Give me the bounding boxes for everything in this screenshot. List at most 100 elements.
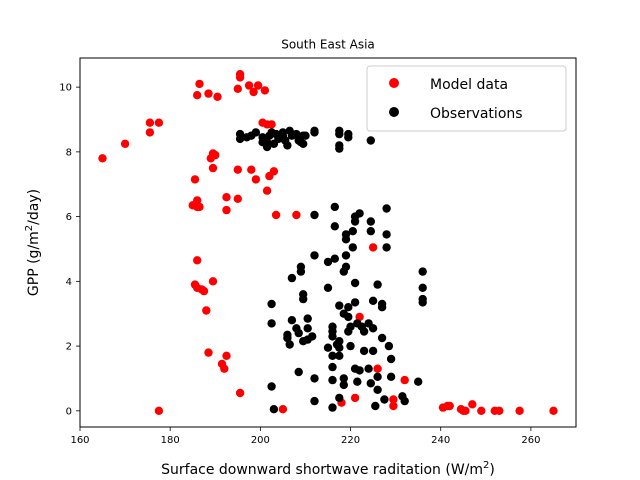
x-tick-label: 260	[521, 435, 540, 446]
data-point-model-data	[195, 202, 204, 212]
data-point-observations	[285, 340, 294, 349]
data-point-observations	[344, 312, 353, 322]
data-point-observations	[348, 227, 357, 236]
y-tick-label: 10	[59, 83, 72, 94]
data-point-observations	[353, 377, 362, 386]
data-point-observations	[384, 341, 394, 351]
data-point-model-data	[400, 375, 409, 385]
plot-area	[98, 70, 558, 415]
data-point-model-data	[193, 256, 202, 265]
data-point-observations	[368, 296, 378, 305]
data-point-model-data	[495, 406, 504, 415]
data-point-model-data	[260, 86, 270, 95]
data-point-model-data	[292, 210, 301, 220]
data-point-observations	[267, 299, 276, 309]
data-point-model-data	[233, 165, 242, 174]
data-point-model-data	[208, 163, 218, 173]
x-axis-label-superscript: 2	[483, 460, 489, 471]
data-point-observations	[355, 366, 364, 375]
y-axis-label-end: /day)	[26, 189, 42, 225]
data-point-model-data	[477, 406, 486, 415]
data-point-observations	[310, 396, 319, 406]
data-point-observations	[355, 209, 364, 218]
data-point-observations	[400, 396, 409, 406]
data-point-observations	[382, 204, 391, 213]
data-point-observations	[371, 401, 380, 411]
data-point-observations	[346, 341, 355, 351]
data-point-observations	[323, 257, 333, 267]
data-point-observations	[386, 372, 396, 381]
data-point-model-data	[445, 401, 454, 411]
data-point-observations	[287, 316, 297, 325]
data-point-observations	[323, 343, 333, 352]
data-point-model-data	[202, 306, 211, 315]
data-point-observations	[310, 374, 319, 383]
data-point-observations	[341, 262, 351, 271]
y-tick-label: 8	[66, 147, 72, 158]
x-tick-label: 180	[161, 435, 180, 446]
data-point-observations	[328, 332, 337, 341]
data-point-observations	[283, 333, 292, 343]
data-point-observations	[294, 367, 303, 377]
data-point-observations	[335, 144, 344, 153]
data-point-observations	[368, 346, 378, 356]
data-point-observations	[414, 377, 423, 386]
data-point-observations	[328, 351, 337, 360]
data-point-model-data	[253, 81, 263, 90]
y-axis-label: GPP (g/m2/day)	[24, 189, 42, 296]
data-point-model-data	[222, 205, 231, 215]
data-point-model-data	[515, 406, 524, 415]
data-point-observations	[350, 278, 360, 288]
data-point-observations	[418, 267, 427, 276]
data-point-observations	[301, 131, 310, 140]
data-point-model-data	[251, 175, 261, 184]
legend-label-observations: Observations	[430, 106, 523, 122]
data-point-observations	[359, 327, 369, 336]
data-point-observations	[341, 251, 351, 260]
data-point-observations	[235, 129, 245, 139]
axes-frame	[79, 57, 577, 428]
data-point-model-data	[154, 406, 164, 415]
data-point-observations	[267, 382, 276, 391]
data-point-model-data	[120, 139, 130, 148]
data-point-model-data	[204, 89, 213, 98]
data-point-observations	[366, 227, 375, 236]
data-point-observations	[267, 319, 276, 328]
data-point-model-data	[389, 395, 398, 404]
chart-title: South East Asia	[281, 38, 375, 52]
data-point-observations	[294, 328, 303, 338]
x-tick-label: 240	[431, 435, 450, 446]
data-point-observations	[418, 298, 427, 307]
y-tick-label: 0	[66, 406, 72, 417]
data-point-observations	[292, 129, 301, 139]
data-point-model-data	[235, 70, 245, 79]
data-point-observations	[344, 133, 353, 142]
data-point-model-data	[222, 193, 231, 202]
data-point-model-data	[549, 406, 558, 415]
data-point-model-data	[195, 79, 204, 89]
data-point-observations	[310, 251, 319, 260]
y-tick-label: 2	[66, 342, 72, 353]
data-point-model-data	[220, 364, 229, 373]
data-point-model-data	[271, 210, 281, 220]
data-point-observations	[269, 405, 279, 414]
data-point-observations	[359, 346, 369, 356]
data-point-observations	[330, 222, 339, 231]
data-point-observations	[373, 280, 382, 289]
data-point-observations	[308, 332, 317, 341]
y-axis-label-main: GPP (g/m	[26, 231, 42, 296]
data-point-observations	[328, 362, 337, 372]
data-point-model-data	[145, 128, 155, 137]
data-point-observations	[382, 243, 391, 252]
data-point-model-data	[249, 87, 258, 97]
data-point-model-data	[193, 91, 202, 100]
data-point-observations	[299, 139, 308, 148]
data-point-observations	[328, 403, 337, 412]
data-point-observations	[262, 138, 272, 147]
data-point-observations	[373, 372, 382, 381]
x-axis-label-end: )	[489, 462, 494, 478]
data-point-observations	[310, 210, 319, 220]
data-point-model-data	[468, 400, 477, 409]
data-point-observations	[377, 333, 387, 343]
